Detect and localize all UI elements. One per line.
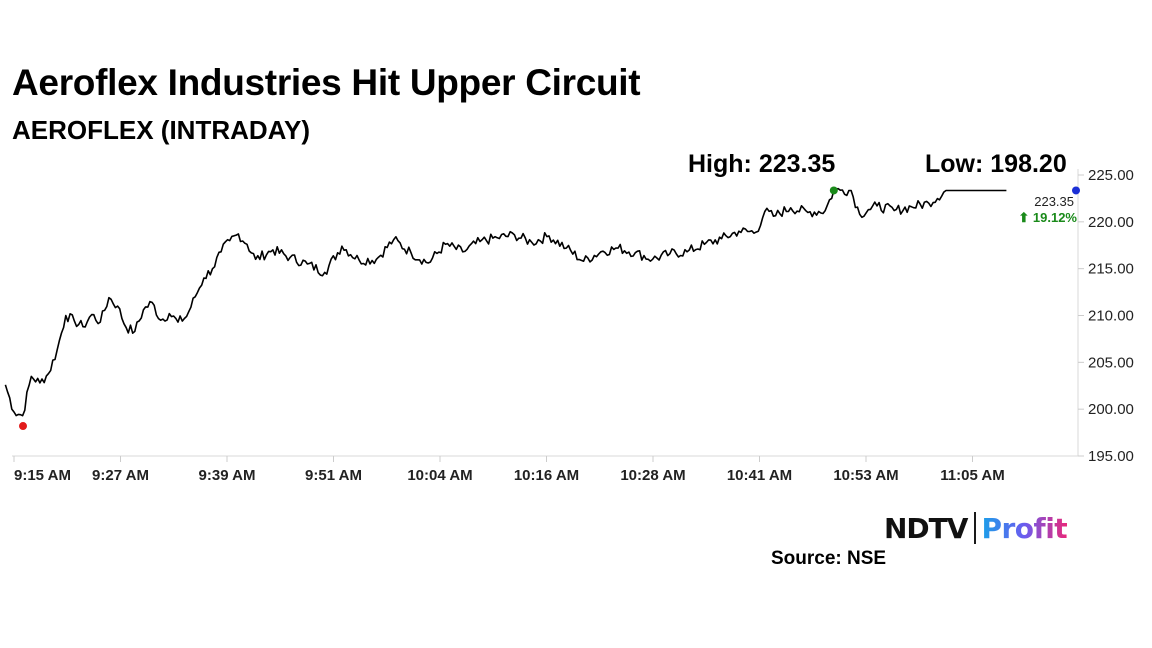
y-tick-label: 225.00: [1088, 167, 1134, 184]
low-label: Low: 198.20: [925, 150, 1067, 178]
source-note: Source: NSE: [771, 548, 887, 569]
last-point-marker: [1072, 186, 1080, 195]
y-tick-label: 195.00: [1088, 448, 1134, 465]
x-tick-label: 9:27 AM: [92, 467, 149, 484]
last-value-label: 223.35: [1034, 194, 1074, 209]
x-tick-label: 10:16 AM: [514, 467, 579, 484]
high-point-marker: [829, 186, 838, 195]
price-series-line: [4, 187, 1007, 417]
change-label: ⬆ 19.12%: [1018, 210, 1077, 225]
logo-profit-text: Profit: [981, 511, 1068, 545]
logo-ndtv-text: NDTV: [884, 511, 968, 545]
x-tick-label: 9:39 AM: [199, 467, 256, 484]
low-point-marker: [19, 422, 27, 431]
ndtv-profit-logo: NDTV Profit: [884, 510, 1068, 546]
chart-subtitle: AEROFLEX (INTRADAY): [12, 115, 311, 145]
y-tick-label: 205.00: [1088, 354, 1134, 371]
x-tick-label: 10:28 AM: [620, 467, 685, 484]
x-tick-label: 10:04 AM: [407, 467, 472, 484]
y-tick-label: 215.00: [1088, 261, 1134, 278]
x-tick-label: 10:53 AM: [833, 467, 898, 484]
x-tick-label: 9:51 AM: [305, 467, 362, 484]
x-tick-label: 11:05 AM: [940, 467, 1004, 484]
chart-title: Aeroflex Industries Hit Upper Circuit: [12, 62, 641, 103]
logo-divider: [974, 512, 977, 544]
y-tick-label: 220.00: [1088, 214, 1134, 231]
y-tick-label: 200.00: [1088, 401, 1134, 418]
y-tick-label: 210.00: [1088, 308, 1134, 325]
x-tick-label: 10:41 AM: [727, 467, 792, 484]
x-tick-label: 9:15 AM: [14, 467, 71, 484]
high-label: High: 223.35: [688, 150, 836, 178]
